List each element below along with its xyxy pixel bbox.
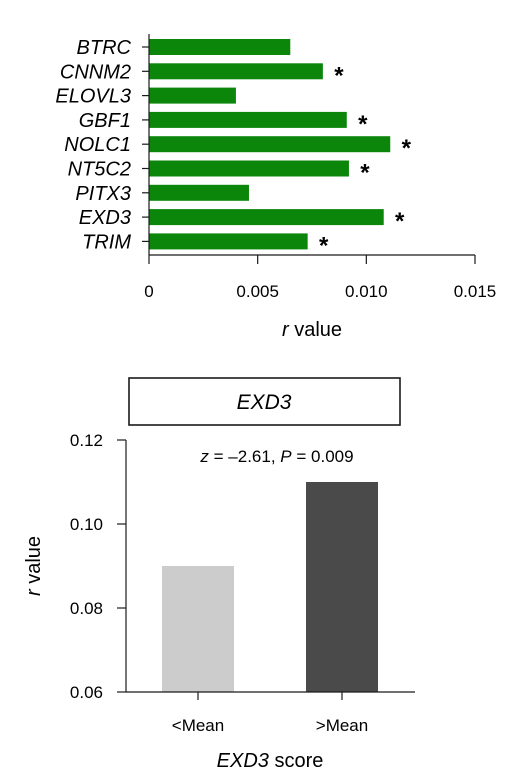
top-gene-label: BTRC [77,37,132,59]
top-x-ticks-group: 0 0.005 0.010 0.015 [144,255,496,301]
bottom-stat-annotation: z = –2.61, P = 0.009 [199,447,353,466]
top-gene-label: NOLC1 [64,134,131,156]
top-y-ticks-group [142,46,149,242]
top-x-tick-label: 0 [144,282,153,301]
bottom-y-axis-title: r value [23,536,45,596]
bottom-x-tick-label: <Mean [172,716,224,735]
top-bar [149,184,249,201]
top-x-axis-title: r value [282,319,342,341]
top-gene-label: CNNM2 [60,61,131,83]
bottom-bar-chart: EXD3 z = –2.61, P = 0.009 0.120.100.080.… [23,377,415,770]
top-x-tick-label: 0.010 [345,282,388,301]
bottom-x-ticks-group: <Mean >Mean [172,692,368,735]
top-bar [149,111,347,128]
top-bar [149,87,236,104]
bottom-y-tick-label: 0.06 [70,683,103,702]
bottom-x-axis-title: EXD3 score [217,750,324,770]
significance-star: * [395,208,405,235]
significance-star: * [402,135,412,162]
top-x-tick-label: 0.005 [236,282,279,301]
top-gene-label: GBF1 [79,110,131,132]
top-gene-label: NT5C2 [68,159,131,181]
bottom-x-tick-label: >Mean [316,716,368,735]
significance-star: * [319,232,329,259]
top-bar [149,209,384,226]
bottom-y-ticks-group: 0.12 0.10 0.08 0.06 [70,431,126,702]
top-gene-label: PITX3 [75,183,131,205]
top-bars-group [149,39,391,250]
top-bar [149,39,291,55]
significance-star: * [358,111,368,138]
top-gene-label: ELOVL3 [55,86,131,108]
bottom-y-tick-label: 0.12 [70,431,103,450]
bottom-chart-title: EXD3 [237,391,292,414]
significance-star: * [360,160,370,187]
bottom-title-box [128,377,401,426]
bottom-bar [306,482,378,692]
bottom-bars-group [162,482,378,692]
top-bar [149,63,323,80]
top-gene-label: EXD3 [79,207,131,229]
top-x-tick-label: 0.015 [454,282,497,301]
top-bar [149,136,391,153]
top-bar [149,160,349,177]
significance-star: * [334,62,344,89]
bottom-y-tick-label: 0.10 [70,515,103,534]
top-significance-markers-group: * * * * * * [319,62,412,259]
top-gene-label: TRIM [82,231,131,253]
bottom-bar [162,566,234,692]
top-bar [149,233,308,250]
bottom-y-tick-label: 0.08 [70,599,103,618]
